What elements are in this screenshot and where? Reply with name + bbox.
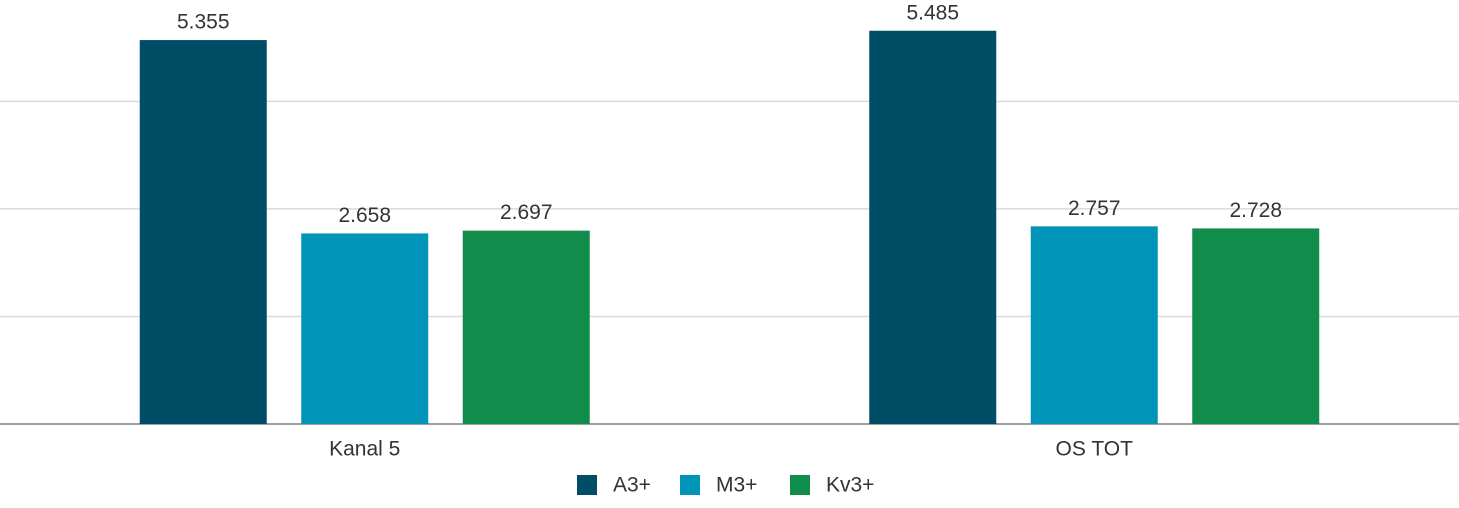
data-label: 2.658	[338, 204, 391, 227]
bar	[1030, 226, 1158, 424]
bar	[301, 233, 429, 424]
legend-swatch	[680, 475, 700, 495]
x-tick-label: Kanal 5	[329, 438, 400, 461]
legend-label: M3+	[716, 474, 757, 497]
bar	[139, 40, 267, 424]
legend-label: Kv3+	[826, 474, 874, 497]
legend-label: A3+	[613, 474, 651, 497]
data-label: 5.485	[906, 1, 959, 24]
data-label: 2.757	[1068, 197, 1121, 220]
legend-swatch	[577, 475, 597, 495]
data-label: 2.728	[1229, 199, 1282, 222]
data-label: 2.697	[500, 201, 553, 224]
data-label: 5.355	[177, 11, 230, 34]
legend-swatch	[790, 475, 810, 495]
bar	[462, 230, 590, 424]
x-tick-label: OS TOT	[1056, 438, 1134, 461]
bar	[1192, 228, 1320, 424]
bar	[869, 30, 997, 425]
